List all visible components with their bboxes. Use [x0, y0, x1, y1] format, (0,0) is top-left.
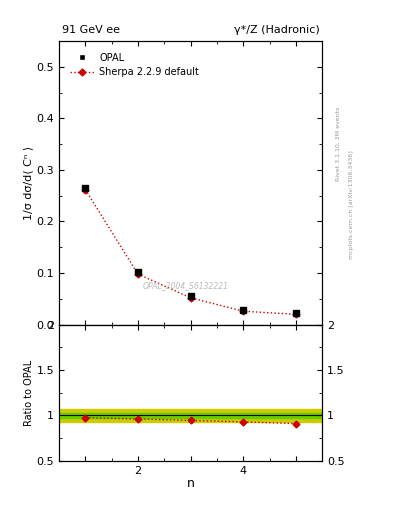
Text: 91 GeV ee: 91 GeV ee — [62, 25, 119, 35]
Bar — [59, 413, 322, 418]
Bar — [59, 409, 322, 422]
Text: mcplots.cern.ch [arXiv:1306.3436]: mcplots.cern.ch [arXiv:1306.3436] — [349, 151, 354, 259]
Y-axis label: 1/σ dσ/d⟨ Cⁿ ⟩: 1/σ dσ/d⟨ Cⁿ ⟩ — [24, 146, 33, 220]
Y-axis label: Ratio to OPAL: Ratio to OPAL — [24, 359, 34, 426]
Legend: OPAL, Sherpa 2.2.9 default: OPAL, Sherpa 2.2.9 default — [66, 49, 203, 81]
Text: Rivet 3.1.10, 3M events: Rivet 3.1.10, 3M events — [336, 106, 341, 181]
X-axis label: n: n — [187, 477, 195, 490]
Text: γ*/Z (Hadronic): γ*/Z (Hadronic) — [234, 25, 320, 35]
Text: OPAL_2004_S6132221: OPAL_2004_S6132221 — [142, 282, 228, 291]
